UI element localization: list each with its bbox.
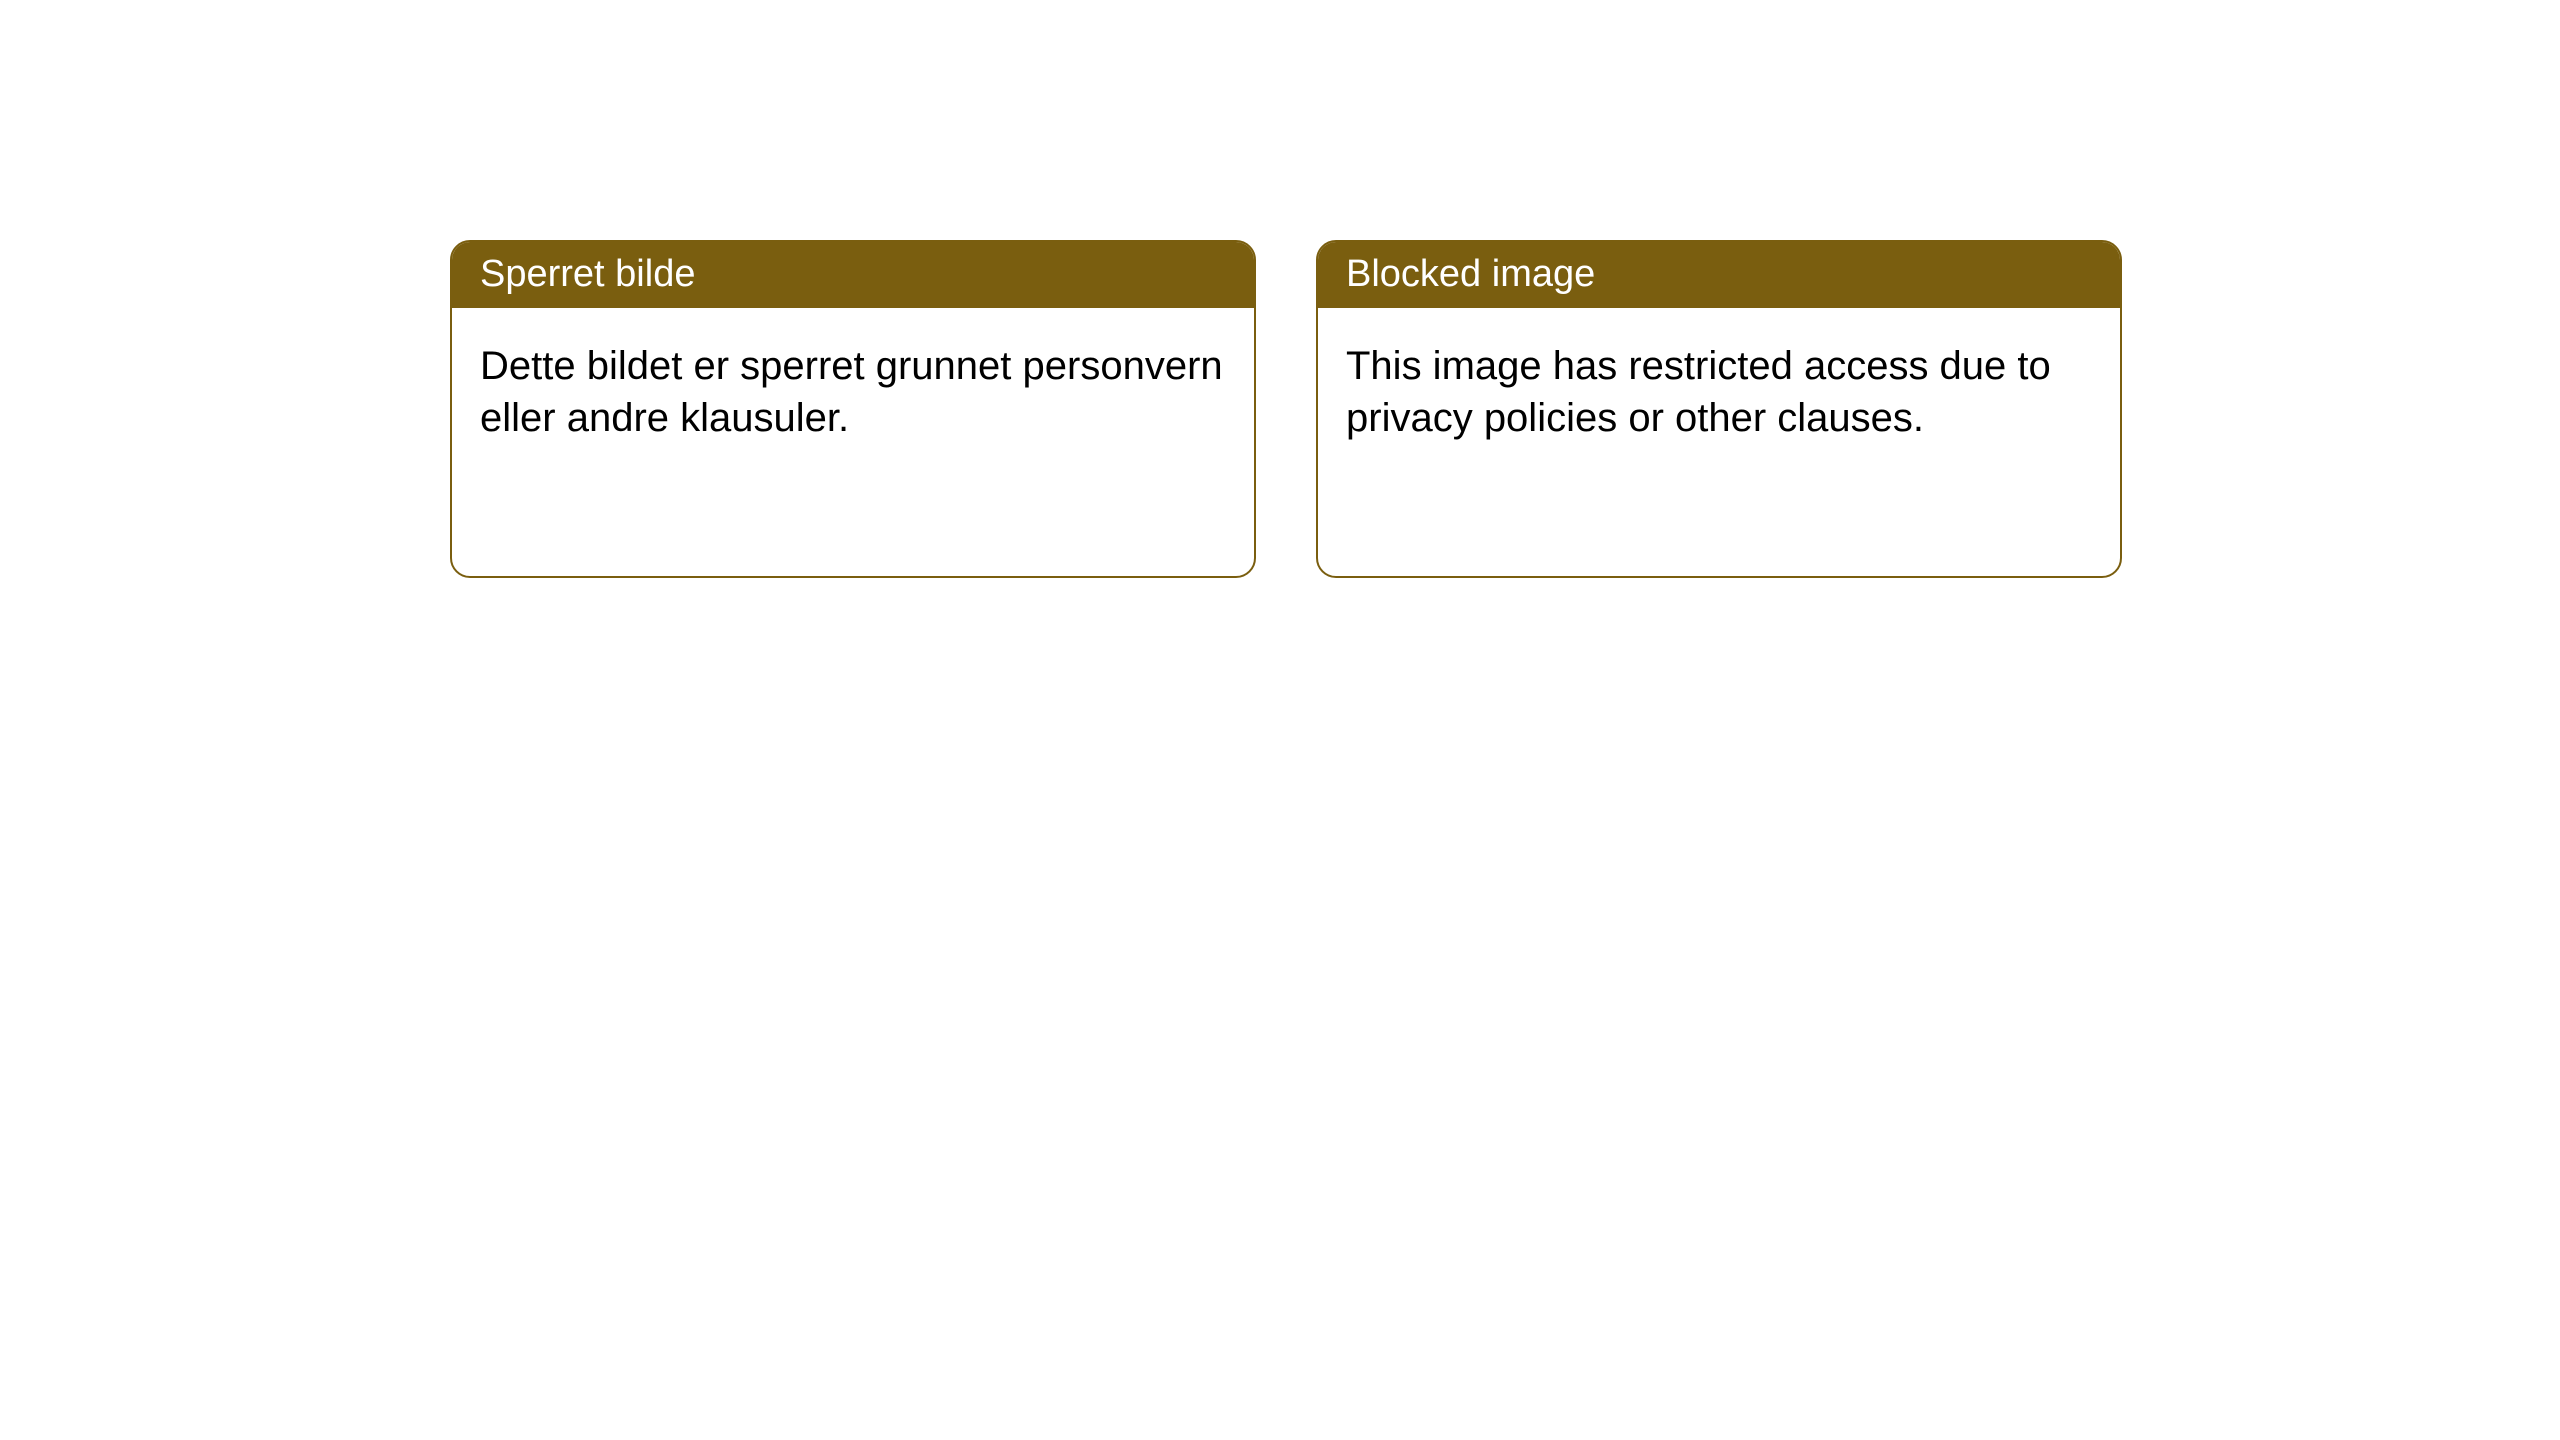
notice-container: Sperret bilde Dette bildet er sperret gr… — [0, 0, 2560, 578]
notice-card-english: Blocked image This image has restricted … — [1316, 240, 2122, 578]
card-header: Sperret bilde — [452, 242, 1254, 308]
card-body: Dette bildet er sperret grunnet personve… — [452, 308, 1254, 476]
card-body: This image has restricted access due to … — [1318, 308, 2120, 476]
card-header: Blocked image — [1318, 242, 2120, 308]
notice-card-norwegian: Sperret bilde Dette bildet er sperret gr… — [450, 240, 1256, 578]
